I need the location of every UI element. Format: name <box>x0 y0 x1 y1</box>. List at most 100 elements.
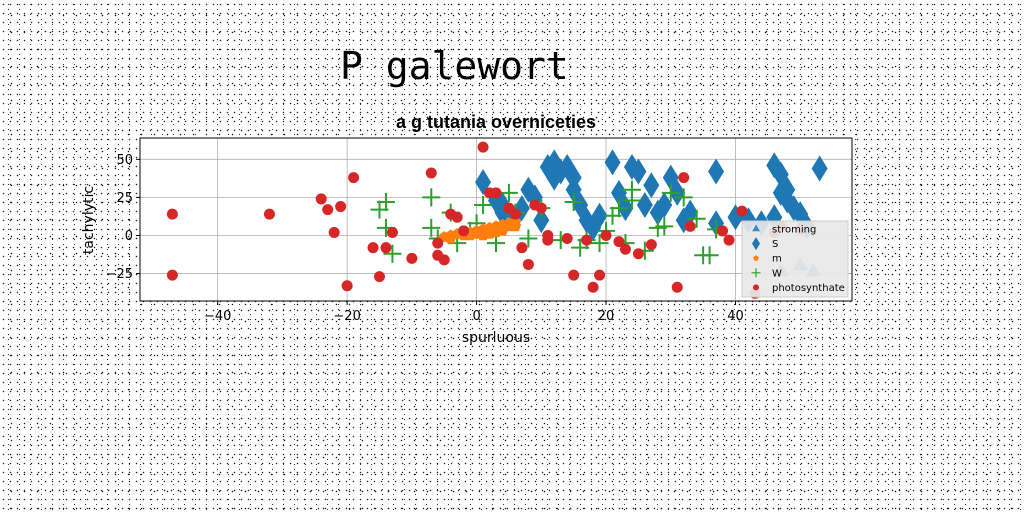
data-point-photosynthate <box>322 204 334 216</box>
plot-frame <box>139 137 853 302</box>
data-point-photosynthate <box>723 234 735 246</box>
data-point-m <box>445 232 457 244</box>
data-point-photosynthate <box>373 271 385 283</box>
data-point-photosynthate <box>335 201 347 213</box>
data-point-photosynthate <box>509 208 521 220</box>
data-point-w <box>519 229 538 248</box>
data-point-photosynthate <box>600 229 612 241</box>
data-point-w <box>609 199 628 218</box>
data-point-s <box>643 172 660 199</box>
data-point-photosynthate <box>386 226 398 238</box>
data-point-photosynthate <box>166 269 178 281</box>
legend-marker <box>753 255 759 261</box>
y-tick-label: 50 <box>116 153 133 168</box>
data-point-photosynthate <box>328 226 340 238</box>
x-tick-label: 40 <box>727 309 744 324</box>
data-point-w <box>655 217 674 236</box>
data-point-w <box>622 191 641 210</box>
data-point-w <box>590 234 609 253</box>
legend-marker <box>752 237 760 251</box>
data-point-s <box>604 149 621 176</box>
legend-marker <box>752 284 760 291</box>
data-point-w <box>700 246 719 265</box>
y-tick-label: 0 <box>125 229 133 244</box>
data-point-photosynthate <box>166 208 178 220</box>
data-point-photosynthate <box>425 167 437 179</box>
data-point-w <box>564 192 583 211</box>
data-points <box>166 141 828 299</box>
data-point-photosynthate <box>717 225 729 237</box>
legend-marker <box>751 268 761 278</box>
data-point-photosynthate <box>477 141 489 153</box>
data-point-w <box>383 244 402 263</box>
data-point-photosynthate <box>535 202 547 214</box>
data-point-w <box>499 183 518 202</box>
y-axis-label: tachylytic <box>81 186 97 254</box>
chart-title: a g tutania overniceties <box>396 112 596 132</box>
figure-suptitle: P galewort <box>340 44 569 88</box>
data-point-photosynthate <box>568 269 580 281</box>
data-point-photosynthate <box>315 193 327 205</box>
data-point-photosynthate <box>671 281 683 293</box>
data-point-m <box>509 220 522 232</box>
data-point-s <box>636 192 653 219</box>
legend-label: stroming <box>772 225 816 236</box>
data-point-w <box>661 183 680 202</box>
data-point-photosynthate <box>348 172 360 184</box>
data-point-s <box>772 179 789 206</box>
data-point-photosynthate <box>619 243 631 255</box>
data-point-m <box>477 229 489 241</box>
data-point-s <box>591 202 608 229</box>
data-point-photosynthate <box>438 254 450 266</box>
data-point-s <box>630 158 647 185</box>
data-point-photosynthate <box>561 233 573 245</box>
data-point-photosynthate <box>490 187 502 199</box>
data-point-s <box>656 192 673 219</box>
data-point-photosynthate <box>458 225 470 237</box>
data-point-s <box>533 207 550 234</box>
x-tick-label: −20 <box>333 309 360 324</box>
data-point-photosynthate <box>522 258 534 270</box>
y-tick-label: 25 <box>116 191 133 206</box>
data-point-photosynthate <box>645 239 657 251</box>
data-point-photosynthate <box>406 252 418 264</box>
y-tick-label: −25 <box>106 267 133 282</box>
data-point-s <box>811 155 828 182</box>
data-point-s <box>708 158 725 185</box>
x-tick-label: 20 <box>598 309 615 324</box>
data-point-w <box>376 192 395 211</box>
data-point-photosynthate <box>587 281 599 293</box>
legend-label: W <box>772 268 782 279</box>
x-axis-label: spurluous <box>462 330 530 346</box>
legend-label: photosynthate <box>772 283 845 294</box>
data-point-photosynthate <box>451 211 463 223</box>
x-tick-label: −40 <box>204 309 231 324</box>
x-tick-label: 0 <box>472 309 480 324</box>
data-point-photosynthate <box>632 248 644 260</box>
data-point-w <box>687 209 706 228</box>
data-point-w <box>674 188 693 207</box>
legend-marker <box>752 224 760 232</box>
data-point-photosynthate <box>678 172 690 184</box>
data-point-photosynthate <box>263 208 275 220</box>
legend-label: m <box>772 254 782 265</box>
data-point-photosynthate <box>432 237 444 249</box>
data-point-w <box>422 218 441 237</box>
data-point-photosynthate <box>516 242 528 254</box>
data-point-w <box>422 188 441 207</box>
data-point-photosynthate <box>367 242 379 254</box>
data-point-photosynthate <box>594 269 606 281</box>
data-point-photosynthate <box>736 205 748 217</box>
legend-label: S <box>772 239 778 250</box>
data-point-m <box>490 226 502 238</box>
data-point-photosynthate <box>341 280 353 292</box>
data-point-photosynthate <box>684 220 696 232</box>
data-point-photosynthate <box>613 236 625 248</box>
data-point-w <box>474 196 493 215</box>
legend-box <box>741 220 849 298</box>
data-point-photosynthate <box>542 234 554 246</box>
axis-ticks: −40 −20 0 20 40 −25 0 25 50 <box>106 153 744 324</box>
data-point-photosynthate <box>581 234 593 246</box>
